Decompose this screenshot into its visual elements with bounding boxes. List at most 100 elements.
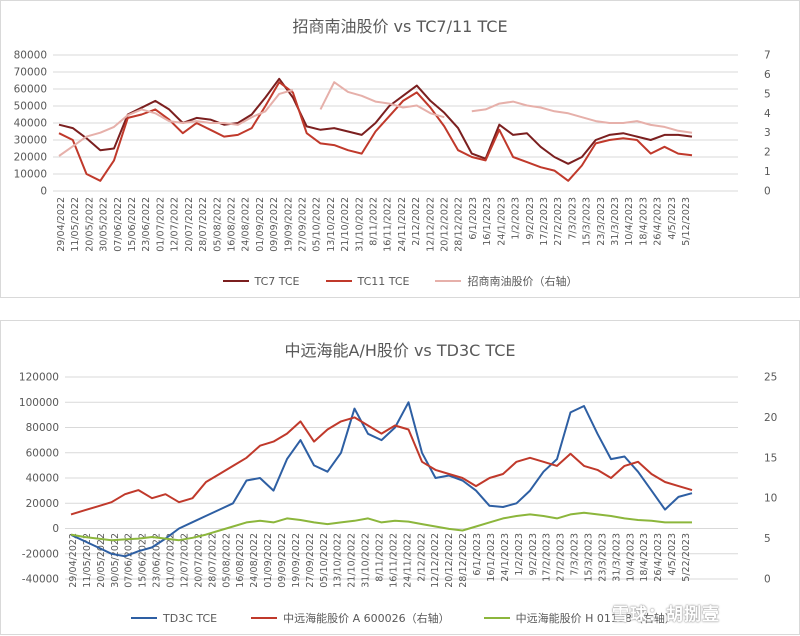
- x-tick-bottom: 23/3/2023: [597, 533, 608, 582]
- chart-title-top: 招商南油股价 vs TC7/11 TCE: [292, 17, 508, 36]
- x-tick-top: 20/05/2022: [84, 197, 95, 252]
- x-tick-bottom: 13/10/2022: [333, 533, 344, 588]
- x-tick-top: 4/5/2023: [667, 197, 678, 240]
- watermark: 雪球：胡捌壹: [612, 605, 720, 625]
- x-tick-bottom: 05/10/2022: [319, 533, 330, 588]
- x-tick-bottom: 19/09/2022: [291, 533, 302, 588]
- x-tick-top: 23/06/2022: [141, 197, 152, 252]
- legend-bottom: TD3C TCE 中远海能股价 A 600026（右轴） 中远海能股价 H 01…: [1, 610, 799, 626]
- y-left-tick-top: 30000: [14, 135, 47, 147]
- x-tick-top: 18/4/2023: [638, 197, 649, 246]
- y-right-tick-bottom: 5: [764, 533, 771, 545]
- x-tick-top: 28/12/2022: [454, 197, 465, 252]
- x-tick-top: 05/10/2022: [312, 197, 323, 252]
- x-tick-bottom: 31/10/2022: [361, 533, 372, 588]
- x-tick-bottom: 27/09/2022: [305, 533, 316, 588]
- x-tick-top: 26/4/2023: [653, 197, 664, 246]
- x-tick-top: 24/1/2023: [496, 197, 507, 246]
- legend-label-tc7: TC7 TCE: [254, 274, 300, 288]
- x-tick-bottom: 4/5/2023: [667, 533, 678, 576]
- y-right-tick-bottom: 25: [764, 372, 777, 384]
- x-tick-bottom: 16/08/2022: [235, 533, 246, 588]
- y-left-tick-bottom: 60000: [26, 447, 59, 459]
- legend-swatch-a-share: [251, 617, 278, 619]
- x-tick-top: 01/07/2022: [155, 197, 166, 252]
- x-tick-bottom: 24/08/2022: [249, 533, 260, 588]
- x-tick-top: 21/10/2022: [340, 197, 351, 252]
- x-tick-bottom: 7/3/2023: [570, 533, 581, 576]
- x-tick-top: 17/2/2023: [539, 197, 550, 246]
- x-tick-top: 2/12/2022: [411, 197, 422, 246]
- y-right-tick-top: 0: [764, 186, 771, 198]
- x-tick-bottom: 31/3/2023: [611, 533, 622, 582]
- y-right-tick-top: 5: [764, 88, 771, 100]
- x-tick-top: 19/09/2022: [283, 197, 294, 252]
- x-tick-top: 31/3/2023: [610, 197, 621, 246]
- legend-swatch-td3c: [131, 617, 157, 619]
- x-tick-top: 28/07/2022: [198, 197, 209, 252]
- x-tick-bottom: 6/1/2023: [472, 533, 483, 576]
- x-tick-top: 27/09/2022: [297, 197, 308, 252]
- x-tick-bottom: 23/06/2022: [152, 533, 163, 588]
- legend-label-a-share: 中远海能股价 A 600026（右轴）: [283, 612, 450, 625]
- x-tick-bottom: 28/12/2022: [458, 533, 469, 588]
- chart-title-bottom: 中远海能A/H股价 vs TD3C TCE: [284, 341, 516, 360]
- x-tick-top: 20/12/2022: [440, 197, 451, 252]
- x-tick-bottom: 16/1/2023: [486, 533, 497, 582]
- legend-top: TC7 TCE TC11 TCE 招商南油股价（右轴）: [1, 273, 799, 289]
- legend-swatch-h-share: [483, 617, 510, 619]
- x-tick-bottom: 12/07/2022: [179, 533, 190, 588]
- x-tick-top: 6/1/2023: [468, 197, 479, 240]
- x-tick-top: 8/11/2022: [369, 197, 380, 246]
- x-tick-bottom: 11/05/2022: [82, 533, 93, 588]
- x-tick-bottom: 05/08/2022: [221, 533, 232, 588]
- x-tick-top: 7/3/2023: [567, 197, 578, 240]
- x-tick-top: 16/1/2023: [482, 197, 493, 246]
- y-left-tick-top: 60000: [14, 84, 47, 96]
- legend-item-tc7: TC7 TCE: [222, 273, 300, 289]
- y-right-tick-bottom: 0: [764, 574, 771, 586]
- series-line-bottom-2: [70, 511, 692, 542]
- y-right-tick-bottom: 15: [764, 452, 777, 464]
- legend-item-tc11: TC11 TCE: [325, 273, 410, 289]
- x-tick-bottom: 5/22/2023: [681, 533, 692, 582]
- x-tick-top: 12/07/2022: [170, 197, 181, 252]
- legend-label-tc11: TC11 TCE: [357, 274, 410, 288]
- x-tick-top: 10/4/2023: [624, 197, 635, 246]
- x-tick-bottom: 01/09/2022: [263, 533, 274, 588]
- y-left-tick-bottom: -20000: [22, 548, 59, 560]
- legend-item-a-share: 中远海能股价 A 600026（右轴）: [251, 610, 450, 626]
- y-right-tick-top: 7: [764, 50, 771, 62]
- x-tick-top: 1/2/2023: [511, 197, 522, 240]
- legend-item-h-share: 中远海能股价 H 01138（右轴）: [483, 610, 676, 626]
- y-right-tick-bottom: 10: [764, 493, 777, 505]
- y-left-tick-bottom: 40000: [26, 473, 59, 485]
- x-tick-bottom: 09/09/2022: [277, 533, 288, 588]
- x-tick-bottom: 26/4/2023: [653, 533, 664, 582]
- x-tick-top: 24/08/2022: [241, 197, 252, 252]
- legend-swatch-tc7: [222, 280, 249, 282]
- legend-swatch-stock: [435, 280, 462, 282]
- x-tick-bottom: 2/12/2022: [416, 533, 427, 582]
- y-left-tick-bottom: 100000: [19, 397, 59, 409]
- y-left-tick-bottom: 20000: [26, 498, 59, 510]
- y-right-tick-top: 6: [764, 69, 771, 81]
- x-tick-bottom: 17/2/2023: [542, 533, 553, 582]
- x-tick-top: 20/07/2022: [184, 197, 195, 252]
- x-tick-bottom: 1/2/2023: [514, 533, 525, 576]
- x-tick-top: 07/06/2022: [113, 197, 124, 252]
- series-line-bottom-1: [70, 416, 693, 516]
- chart-plot-bottom: -40000 -20000 0 20000 40000 60000 80000 100000 1…: [19, 372, 777, 588]
- x-tick-bottom: 15/3/2023: [583, 533, 594, 582]
- y-right-tick-top: 2: [764, 147, 771, 159]
- x-tick-bottom: 01/07/2022: [166, 533, 177, 588]
- x-tick-top: 23/3/2023: [596, 197, 607, 246]
- x-tick-top: 11/05/2022: [70, 197, 81, 252]
- x-tick-top: 13/10/2022: [326, 197, 337, 252]
- x-tick-top: 24/11/2022: [397, 197, 408, 252]
- legend-swatch-tc11: [325, 280, 352, 282]
- series-line-top-0: [58, 77, 693, 165]
- x-tick-bottom: 8/11/2022: [375, 533, 386, 582]
- x-tick-top: 5/12/2023: [681, 197, 692, 246]
- x-tick-top: 29/04/2022: [56, 197, 67, 252]
